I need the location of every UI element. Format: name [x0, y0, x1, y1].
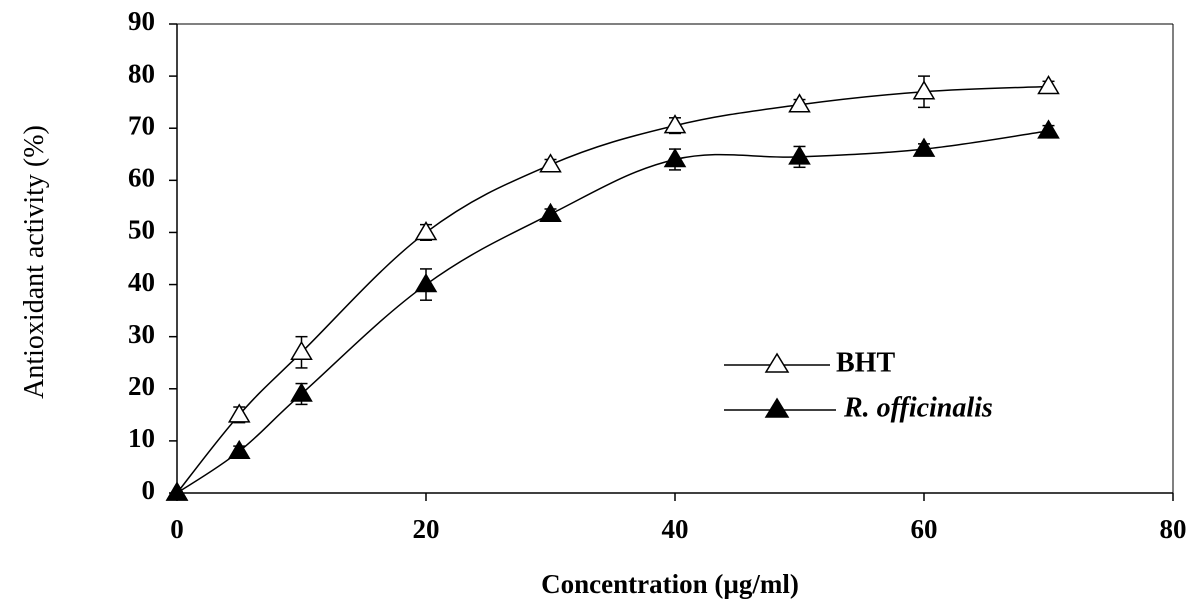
- series-bht: [165, 75, 1060, 501]
- data-point-bht: [788, 93, 811, 113]
- legend-label-r-officinalis: R. officinalis: [843, 392, 993, 423]
- data-point-r-officinalis: [165, 481, 189, 501]
- data-point-r-officinalis: [912, 137, 936, 157]
- y-tick-label: 0: [142, 475, 156, 505]
- y-tick-label: 90: [128, 6, 155, 36]
- legend-label-bht: BHT: [836, 347, 895, 378]
- x-tick-label: 20: [413, 514, 440, 544]
- x-tick-label: 80: [1160, 514, 1187, 544]
- data-point-r-officinalis: [788, 145, 811, 165]
- data-point-bht: [227, 403, 251, 423]
- x-axis-title: Concentration (µg/ml): [541, 569, 799, 599]
- data-point-bht: [663, 114, 687, 134]
- tick-group: 0 20 40 60 80 0 10 20 30 40 50 60 70 80 90: [128, 6, 1187, 544]
- data-point-r-officinalis: [290, 382, 313, 402]
- legend: BHT R. officinalis: [724, 347, 993, 423]
- data-point-bht: [414, 220, 438, 241]
- data-point-bht: [1037, 75, 1060, 95]
- data-point-r-officinalis: [414, 273, 438, 293]
- y-tick-label: 30: [128, 319, 155, 349]
- legend-item-bht: BHT: [724, 347, 895, 378]
- x-tick-label: 40: [662, 514, 689, 544]
- series-line-r-officinalis: [176, 130, 1049, 494]
- y-tick-label: 80: [128, 58, 155, 88]
- data-point-r-officinalis: [227, 439, 251, 460]
- axes: [176, 23, 1174, 494]
- x-tick-label: 60: [911, 514, 938, 544]
- y-tick-label: 40: [128, 267, 155, 297]
- data-point-r-officinalis: [663, 148, 687, 168]
- data-point-bht: [912, 80, 936, 100]
- data-point-r-officinalis: [1037, 119, 1060, 139]
- y-axis-title: Antioxidant activity (%): [19, 125, 50, 399]
- legend-marker-r-officinalis: [764, 397, 790, 418]
- y-tick-label: 20: [128, 371, 155, 401]
- legend-item-r-officinalis: R. officinalis: [724, 392, 993, 423]
- series-layer: [165, 75, 1060, 501]
- y-tick-label: 50: [128, 215, 155, 245]
- data-point-bht: [290, 340, 313, 361]
- y-tick-label: 10: [128, 423, 155, 453]
- y-tick-label: 60: [128, 163, 155, 193]
- series-line-bht: [176, 85, 1049, 494]
- x-tick-label: 0: [170, 514, 184, 544]
- data-point-bht: [539, 153, 562, 173]
- y-tick-label: 70: [128, 110, 155, 140]
- legend-marker-bht: [764, 352, 790, 373]
- data-point-r-officinalis: [539, 202, 562, 222]
- series-r-officinalis: [165, 119, 1060, 501]
